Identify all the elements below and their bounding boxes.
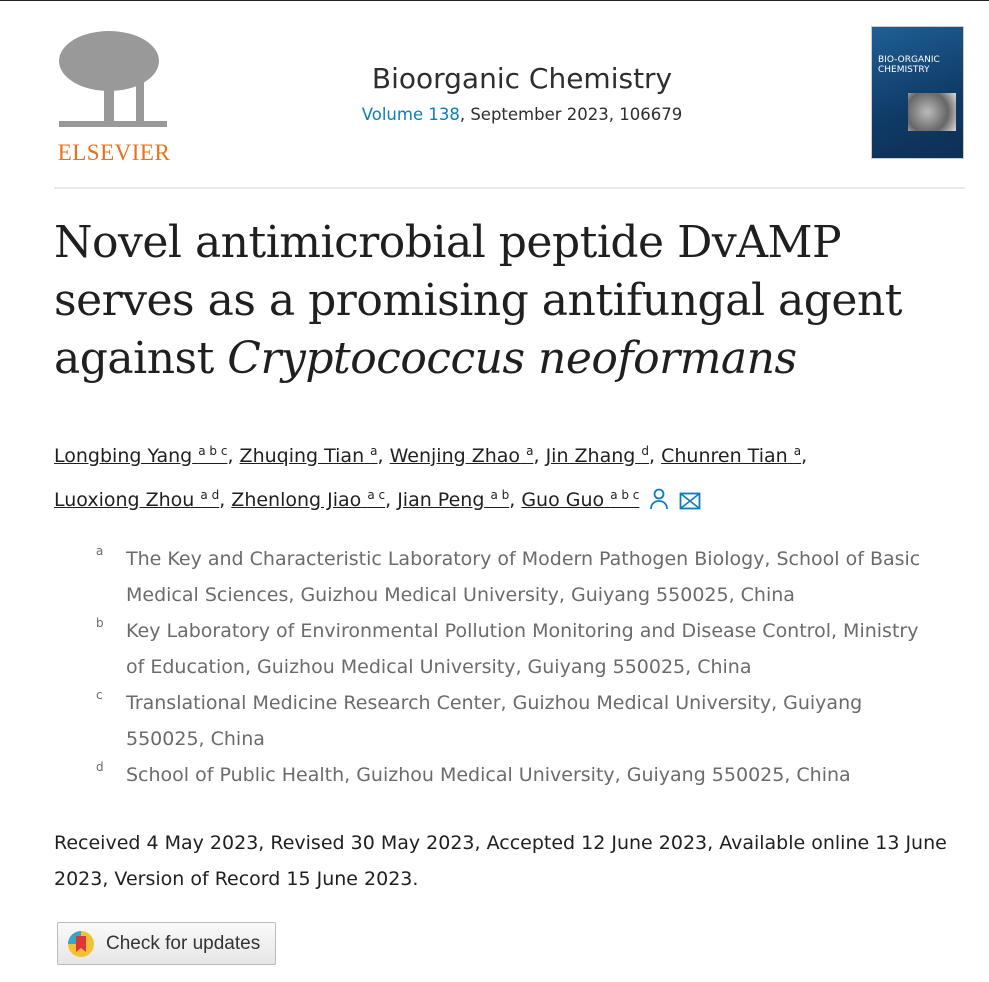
author-list: Longbing Yang a b c, Zhuqing Tian a, Wen…: [54, 432, 954, 524]
author-link[interactable]: Wenjing Zhao a: [389, 444, 534, 467]
article-dates: Received 4 May 2023, Revised 30 May 2023…: [54, 832, 947, 890]
author-name: Guo Guo: [521, 489, 605, 511]
affiliation-label: d: [96, 760, 104, 774]
affiliation-item: b Key Laboratory of Environmental Polluti…: [96, 613, 926, 685]
author-affiliation-marks: a d: [200, 488, 220, 502]
affiliation-text: Translational Medicine Research Center, …: [126, 692, 863, 750]
author-affiliation-marks: a: [526, 444, 534, 458]
author-name: Wenjing Zhao: [389, 445, 521, 467]
issue-info: , September 2023, 106679: [459, 105, 683, 124]
check-for-updates-icon: [68, 930, 94, 957]
journal-header: Bioorganic Chemistry Volume 138, Septemb…: [300, 62, 744, 124]
check-for-updates-label: Check for updates: [106, 932, 261, 954]
author-name: Longbing Yang: [54, 445, 193, 467]
affiliation-item: c Translational Medicine Research Center,…: [96, 685, 926, 757]
cover-title: BIO-ORGANIC: [878, 55, 940, 65]
author-link[interactable]: Luoxiong Zhou a d: [54, 488, 220, 511]
cover-subtitle: CHEMISTRY: [878, 65, 930, 75]
check-for-updates-button[interactable]: Check for updates: [57, 922, 276, 965]
affiliation-text: The Key and Characteristic Laboratory of…: [126, 548, 921, 606]
author-name: Jian Peng: [397, 489, 485, 511]
author-affiliation-marks: a: [370, 444, 378, 458]
affiliation-item: a The Key and Characteristic Laboratory o…: [96, 541, 926, 613]
author-link[interactable]: Jian Peng a b: [397, 488, 510, 511]
author-affiliation-marks: a: [793, 444, 802, 458]
author-link[interactable]: Zhuqing Tian a: [239, 444, 378, 467]
author-link[interactable]: Jin Zhang d: [545, 444, 650, 467]
author-link[interactable]: Chunren Tian a: [661, 444, 802, 467]
envelope-icon[interactable]: [679, 485, 701, 524]
publisher-name: ELSEVIER: [57, 140, 171, 165]
author-affiliation-marks: a b: [490, 488, 510, 502]
person-icon[interactable]: [649, 485, 669, 524]
author-affiliation-marks: a b c: [198, 444, 228, 458]
author-link[interactable]: Zhenlong Jiao a c: [231, 488, 386, 511]
elsevier-tree-icon: [59, 31, 167, 127]
author-name: Jin Zhang: [545, 445, 636, 467]
author-link[interactable]: Guo Guo a b c: [521, 488, 640, 511]
author-link[interactable]: Longbing Yang a b c: [54, 444, 228, 467]
author-affiliation-marks: a b c: [610, 488, 640, 502]
affiliation-item: d School of Public Health, Guizhou Medica…: [96, 757, 926, 793]
affiliation-text: School of Public Health, Guizhou Medical…: [126, 764, 851, 786]
author-affiliation-marks: a c: [367, 488, 386, 502]
divider: [54, 187, 965, 189]
author-affiliation-marks: d: [641, 444, 650, 458]
author-name: Zhenlong Jiao: [231, 489, 362, 511]
volume-link[interactable]: Volume 138: [361, 105, 460, 124]
author-name: Zhuqing Tian: [239, 445, 365, 467]
affiliation-text: Key Laboratory of Environmental Pollutio…: [126, 620, 919, 678]
affiliation-label: a: [96, 544, 104, 558]
affiliations: a The Key and Characteristic Laboratory o…: [96, 541, 926, 793]
elsevier-logo[interactable]: ELSEVIER: [54, 26, 174, 165]
journal-cover[interactable]: BIO-ORGANIC CHEMISTRY: [872, 27, 963, 158]
journal-title[interactable]: Bioorganic Chemistry: [371, 62, 673, 95]
affiliation-label: c: [96, 688, 103, 702]
affiliation-label: b: [96, 616, 104, 630]
author-name: Luoxiong Zhou: [54, 489, 195, 511]
article-title: Novel antimicrobial peptide DvAMP serves…: [54, 217, 902, 384]
cover-image: [908, 93, 956, 131]
top-border: [0, 0, 989, 1]
author-name: Chunren Tian: [661, 445, 788, 467]
